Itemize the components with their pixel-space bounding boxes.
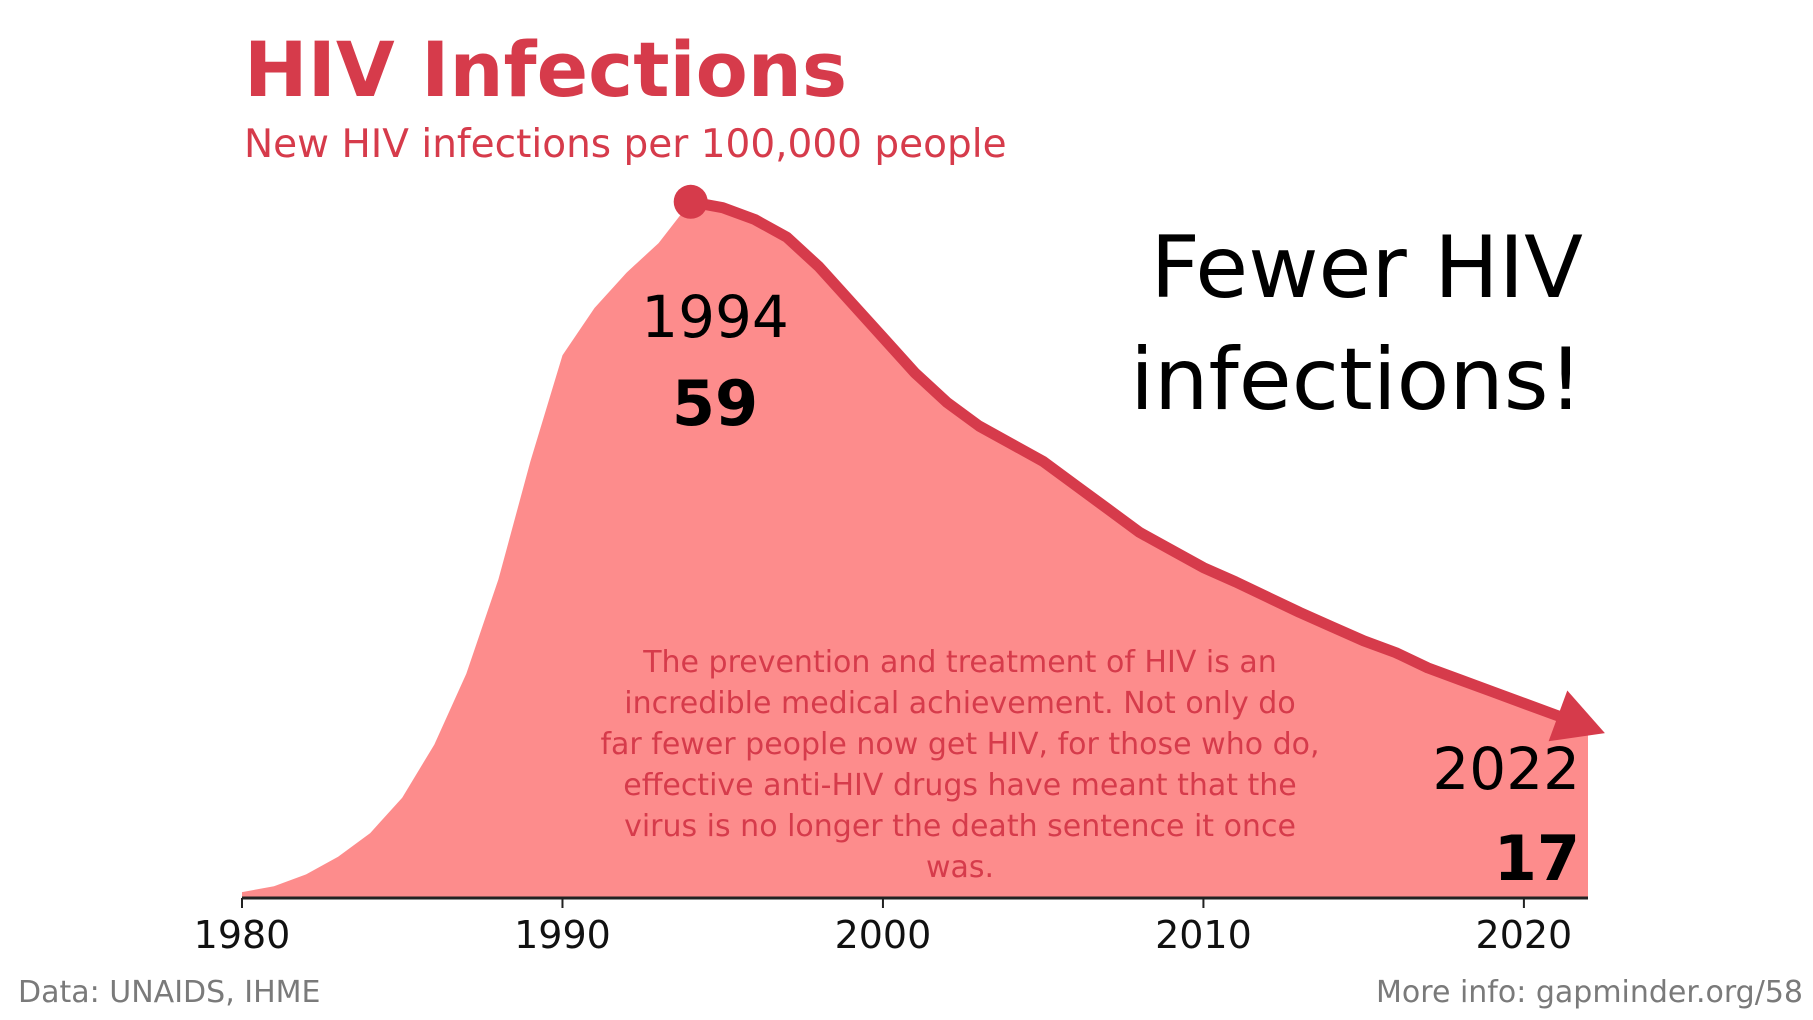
chart-subtitle: New HIV infections per 100,000 people — [244, 122, 1007, 167]
end-value-label: 17 — [1494, 822, 1580, 895]
trend-arrow-head — [1548, 690, 1605, 742]
data-source: Data: UNAIDS, IHME — [18, 975, 321, 1010]
headline: Fewer HIV infections! — [1130, 213, 1583, 437]
chart-title: HIV Infections — [244, 25, 848, 114]
peak-value-label: 59 — [672, 367, 758, 440]
x-tick-label-2020: 2020 — [1476, 913, 1573, 957]
explanation-note: The prevention and treatment of HIV is a… — [600, 645, 1320, 885]
x-tick-label-1980: 1980 — [194, 913, 291, 957]
headline-line-2: infections! — [1130, 329, 1583, 430]
peak-year-label: 1994 — [641, 283, 789, 351]
headline-line-1: Fewer HIV — [1150, 218, 1583, 318]
peak-marker — [673, 184, 708, 219]
x-tick-label-1990: 1990 — [514, 913, 611, 957]
x-tick-label-2000: 2000 — [835, 913, 932, 957]
area-fill — [242, 201, 1588, 899]
end-year-label: 2022 — [1432, 735, 1580, 803]
trend-line — [685, 196, 1564, 722]
more-info-link[interactable]: More info: gapminder.org/58 — [1376, 975, 1803, 1010]
x-axis-ticks: 1980 1990 2000 2010 2020 — [194, 898, 1573, 957]
x-tick-label-2010: 2010 — [1155, 913, 1252, 957]
